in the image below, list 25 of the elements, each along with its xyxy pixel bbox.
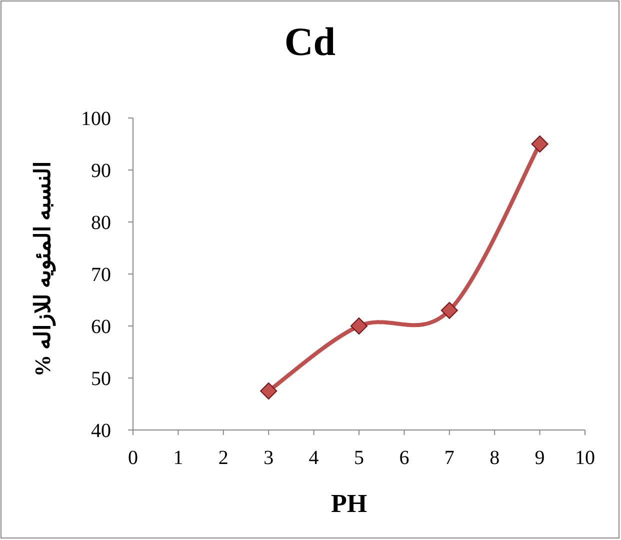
y-tick-label: 60: [91, 316, 111, 338]
x-tick-label: 7: [444, 447, 454, 469]
y-tick-label: 40: [91, 420, 111, 442]
x-tick-label: 10: [575, 447, 595, 469]
x-tick-label: 9: [534, 447, 545, 469]
x-tick-label: 0: [128, 447, 138, 469]
x-tick-label: 2: [218, 447, 228, 469]
x-tick-label: 8: [490, 447, 500, 469]
y-tick-label: 80: [91, 212, 111, 234]
x-tick-label: 3: [264, 447, 274, 469]
y-tick-label: 100: [81, 108, 111, 130]
point: [531, 136, 548, 152]
x-tick-label: 5: [354, 447, 364, 469]
x-tick-label: 6: [399, 447, 410, 469]
point: [440, 302, 458, 319]
x-tick-label: 4: [308, 447, 319, 469]
y-tick-label: 50: [91, 368, 111, 390]
x-tick-label: 1: [173, 447, 184, 469]
y-tick-label: 90: [91, 160, 111, 182]
y-axis-title: النسبه المئويه للازاله %: [30, 161, 56, 377]
chart-title: Cd: [284, 19, 336, 64]
point: [260, 382, 278, 400]
point: [350, 318, 368, 334]
x-axis-title: PH: [330, 489, 368, 518]
y-tick-label: 70: [91, 264, 111, 286]
